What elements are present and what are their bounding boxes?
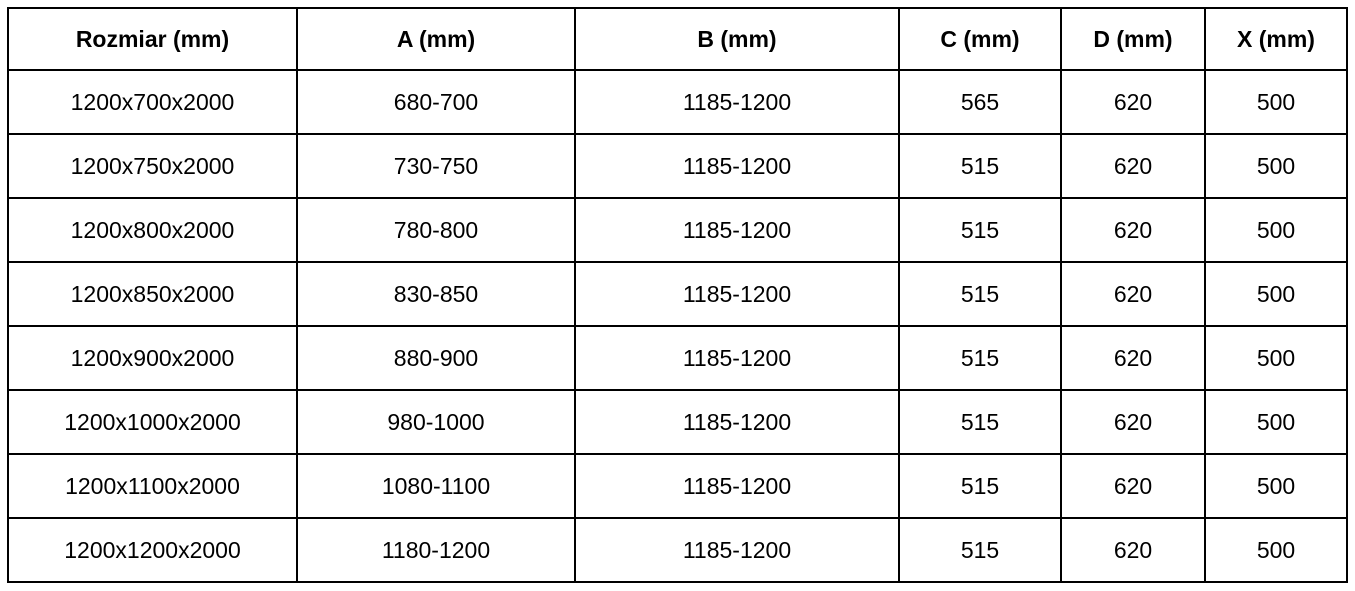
cell-d: 620	[1060, 517, 1206, 583]
header-x: X (mm)	[1204, 7, 1348, 71]
cell-c: 515	[898, 517, 1062, 583]
cell-d: 620	[1060, 389, 1206, 455]
dimensions-table: Rozmiar (mm) A (mm) B (mm) C (mm) D (mm)…	[7, 7, 1348, 583]
cell-d: 620	[1060, 325, 1206, 391]
cell-a: 1180-1200	[296, 517, 576, 583]
cell-x: 500	[1204, 325, 1348, 391]
table-row: 1200x1200x2000 1180-1200 1185-1200 515 620 50…	[7, 517, 1348, 583]
table-row: 1200x700x2000 680-700 1185-1200 565 620 500	[7, 69, 1348, 135]
cell-d: 620	[1060, 133, 1206, 199]
cell-size: 1200x1000x2000	[7, 389, 298, 455]
header-b: B (mm)	[574, 7, 900, 71]
cell-x: 500	[1204, 389, 1348, 455]
cell-size: 1200x700x2000	[7, 69, 298, 135]
table-row: 1200x850x2000 830-850 1185-1200 515 620 500	[7, 261, 1348, 327]
cell-x: 500	[1204, 453, 1348, 519]
cell-c: 515	[898, 325, 1062, 391]
table-row: 1200x1100x2000 1080-1100 1185-1200 515 620 50…	[7, 453, 1348, 519]
cell-a: 830-850	[296, 261, 576, 327]
cell-b: 1185-1200	[574, 453, 900, 519]
cell-size: 1200x900x2000	[7, 325, 298, 391]
cell-size: 1200x1200x2000	[7, 517, 298, 583]
cell-d: 620	[1060, 261, 1206, 327]
cell-d: 620	[1060, 197, 1206, 263]
cell-a: 880-900	[296, 325, 576, 391]
table-row: 1200x800x2000 780-800 1185-1200 515 620 500	[7, 197, 1348, 263]
cell-a: 980-1000	[296, 389, 576, 455]
cell-c: 515	[898, 389, 1062, 455]
cell-x: 500	[1204, 197, 1348, 263]
cell-x: 500	[1204, 261, 1348, 327]
cell-a: 680-700	[296, 69, 576, 135]
cell-b: 1185-1200	[574, 197, 900, 263]
cell-size: 1200x750x2000	[7, 133, 298, 199]
cell-size: 1200x1100x2000	[7, 453, 298, 519]
cell-a: 1080-1100	[296, 453, 576, 519]
cell-b: 1185-1200	[574, 261, 900, 327]
cell-b: 1185-1200	[574, 389, 900, 455]
cell-b: 1185-1200	[574, 325, 900, 391]
header-c: C (mm)	[898, 7, 1062, 71]
cell-c: 515	[898, 197, 1062, 263]
cell-x: 500	[1204, 69, 1348, 135]
cell-a: 780-800	[296, 197, 576, 263]
cell-c: 515	[898, 133, 1062, 199]
cell-x: 500	[1204, 517, 1348, 583]
cell-b: 1185-1200	[574, 517, 900, 583]
header-size: Rozmiar (mm)	[7, 7, 298, 71]
header-row: Rozmiar (mm) A (mm) B (mm) C (mm) D (mm)…	[7, 7, 1348, 71]
cell-b: 1185-1200	[574, 69, 900, 135]
header-d: D (mm)	[1060, 7, 1206, 71]
cell-c: 515	[898, 453, 1062, 519]
cell-c: 515	[898, 261, 1062, 327]
cell-b: 1185-1200	[574, 133, 900, 199]
table-row: 1200x1000x2000 980-1000 1185-1200 515 620 500	[7, 389, 1348, 455]
cell-size: 1200x850x2000	[7, 261, 298, 327]
cell-c: 565	[898, 69, 1062, 135]
table-body: 1200x700x2000 680-700 1185-1200 565 620 500 12…	[7, 69, 1348, 583]
cell-a: 730-750	[296, 133, 576, 199]
table-row: 1200x900x2000 880-900 1185-1200 515 620 500	[7, 325, 1348, 391]
cell-d: 620	[1060, 69, 1206, 135]
cell-d: 620	[1060, 453, 1206, 519]
header-a: A (mm)	[296, 7, 576, 71]
table-row: 1200x750x2000 730-750 1185-1200 515 620 500	[7, 133, 1348, 199]
cell-size: 1200x800x2000	[7, 197, 298, 263]
cell-x: 500	[1204, 133, 1348, 199]
